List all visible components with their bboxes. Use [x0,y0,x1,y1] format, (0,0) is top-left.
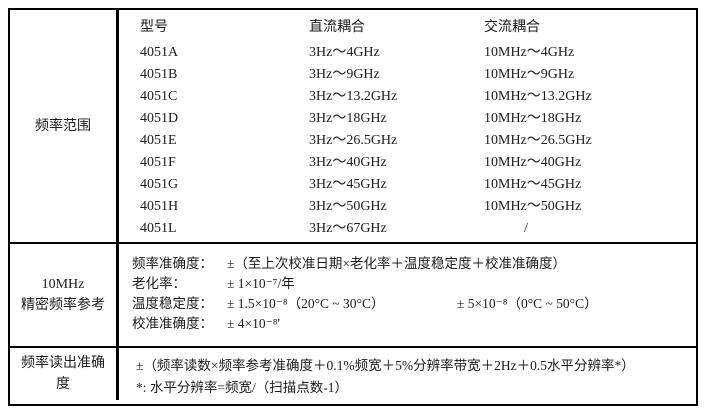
dc-range: 3Hz～40GHz [309,155,387,170]
model-name: 4051L [140,221,177,236]
table-row: 4051C 3Hz～13.2GHz 10MHz～13.2GHz [119,86,696,108]
spec-label: 温度稳定度： [132,296,213,311]
model-name: 4051E [140,133,177,148]
freq-header-row: 型号 直流耦合 交流耦合 [119,16,696,42]
table-row: 4051B 3Hz～9GHz 10MHz～9GHz [119,64,696,86]
reference-label-line2: 精密频率参考 [21,298,105,313]
dc-range: 3Hz～26.5GHz [309,133,398,148]
ac-range: 10MHz～18GHz [484,111,582,126]
dc-range: 3Hz～13.2GHz [309,89,398,104]
spec-table: 频率范围 型号 直流耦合 交流耦合 4051A 3Hz～4GHz 10MHz～4… [8,8,698,406]
row-header-readout: 频率读出准确 度 [10,348,119,400]
table-row: 4051E 3Hz～26.5GHz 10MHz～26.5GHz [119,130,696,152]
ac-range: 10MHz～50GHz [484,199,582,214]
readout-footnote: *: 水平分辨率=频宽/（扫描点数-1） [136,380,348,395]
dc-range: 3Hz～9GHz [309,67,380,82]
ac-range: / [524,221,528,236]
ac-range: 10MHz～45GHz [484,177,582,192]
spec-value: ± 4×10⁻⁸' [227,316,280,331]
spec-value-secondary: ± 5×10⁻⁸（0°C ~ 50°C） [457,296,598,311]
readout-section: 频率读出准确 度 ±（频率读数×频率参考准确度＋0.1%频宽＋5%分辨率带宽＋2… [10,346,696,400]
frequency-range-section: 频率范围 型号 直流耦合 交流耦合 4051A 3Hz～4GHz 10MHz～4… [10,10,696,242]
spec-row: 温度稳定度： ± 1.5×10⁻⁸（20°C ~ 30°C） ± 5×10⁻⁸（… [132,294,696,314]
row-header-reference: 10MHz 精密频率参考 [10,244,119,346]
column-header-model: 型号 [140,20,168,35]
table-row: 4051D 3Hz～18GHz 10MHz～18GHz [119,108,696,130]
dc-range: 3Hz～67GHz [309,221,387,236]
ac-range: 10MHz～9GHz [484,67,575,82]
reference-label-line1: 10MHz [41,277,85,292]
ac-range: 10MHz～13.2GHz [484,89,592,104]
ac-range: 10MHz～4GHz [484,45,575,60]
dc-range: 3Hz～45GHz [309,177,387,192]
spec-label: 校准准确度： [132,316,213,331]
spec-row: 校准准确度： ± 4×10⁻⁸' [132,314,696,334]
spec-value: ±（至上次校准日期×老化率＋温度稳定度＋校准准确度） [227,256,567,271]
spec-value: ± 1×10⁻⁷/年 [227,276,295,291]
table-row: 4051A 3Hz～4GHz 10MHz～4GHz [119,42,696,64]
spec-label: 频率准确度： [132,256,213,271]
spec-value: ± 1.5×10⁻⁸（20°C ~ 30°C） [227,296,385,311]
readout-label-line1: 频率读出准确 [21,356,105,371]
ac-range: 10MHz～40GHz [484,155,582,170]
model-name: 4051G [140,177,179,192]
dc-range: 3Hz～50GHz [309,199,387,214]
reference-section: 10MHz 精密频率参考 频率准确度： ±（至上次校准日期×老化率＋温度稳定度＋… [10,242,696,346]
spec-row: 频率准确度： ±（至上次校准日期×老化率＋温度稳定度＋校准准确度） [132,254,696,274]
column-header-ac-coupling: 交流耦合 [484,20,540,35]
model-name: 4051H [140,199,179,214]
model-name: 4051F [140,155,176,170]
column-header-dc-coupling: 直流耦合 [309,20,365,35]
frequency-range-content: 型号 直流耦合 交流耦合 4051A 3Hz～4GHz 10MHz～4GHz 4… [119,10,696,242]
reference-content: 频率准确度： ±（至上次校准日期×老化率＋温度稳定度＋校准准确度） 老化率： ±… [119,244,696,346]
spec-label: 老化率： [132,276,186,291]
readout-content: ±（频率读数×频率参考准确度＋0.1%频宽＋5%分辨率带宽＋2Hz＋0.5水平分… [119,348,696,400]
dc-range: 3Hz～4GHz [309,45,380,60]
readout-formula: ±（频率读数×频率参考准确度＋0.1%频宽＋5%分辨率带宽＋2Hz＋0.5水平分… [136,358,635,373]
model-name: 4051C [140,89,178,104]
table-row: 4051L 3Hz～67GHz / [119,218,696,240]
dc-range: 3Hz～18GHz [309,111,387,126]
readout-label-line2: 度 [56,377,70,392]
model-name: 4051D [140,111,179,126]
model-name: 4051A [140,45,179,60]
spec-row: 老化率： ± 1×10⁻⁷/年 [132,274,696,294]
model-name: 4051B [140,67,178,82]
row-header-frequency-range: 频率范围 [10,10,119,242]
table-row: 4051G 3Hz～45GHz 10MHz～45GHz [119,174,696,196]
table-row: 4051F 3Hz～40GHz 10MHz～40GHz [119,152,696,174]
table-row: 4051H 3Hz～50GHz 10MHz～50GHz [119,196,696,218]
frequency-range-label: 频率范围 [35,118,91,134]
ac-range: 10MHz～26.5GHz [484,133,592,148]
